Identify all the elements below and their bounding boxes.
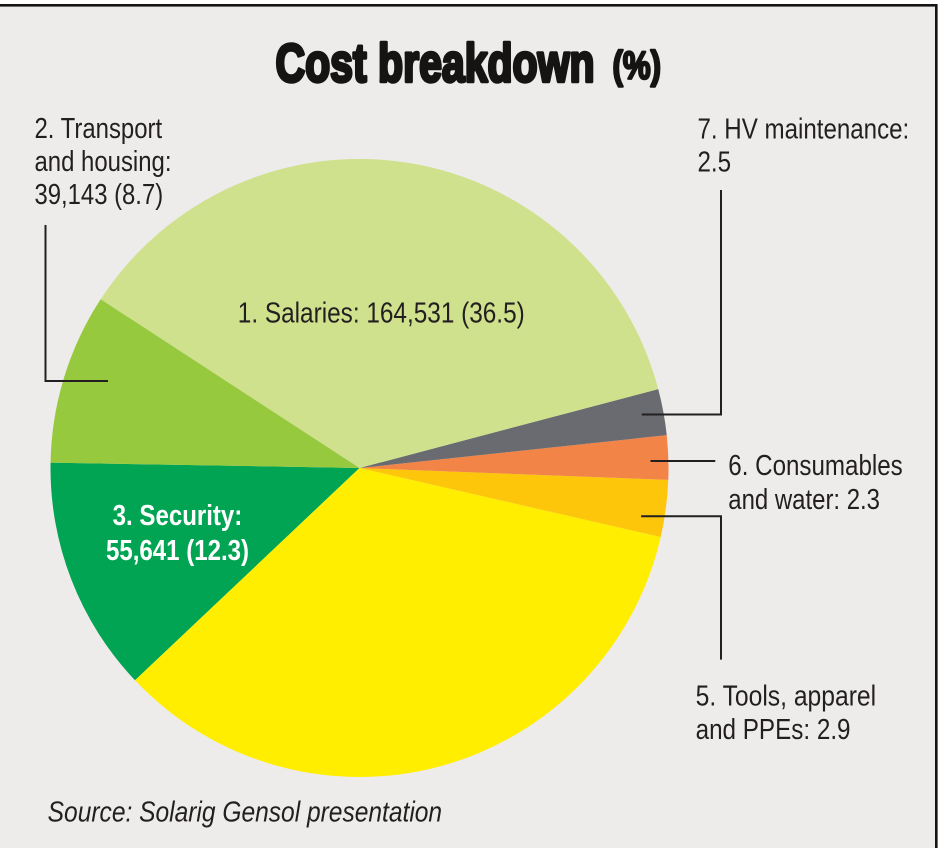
svg-text:5. Tools, apparel: 5. Tools, apparel [696, 680, 877, 712]
svg-text:Cost breakdown: Cost breakdown [276, 34, 595, 94]
svg-text:39,143 (8.7): 39,143 (8.7) [34, 178, 163, 211]
svg-text:(%): (%) [613, 44, 662, 87]
svg-text:Source: Solarig Gensol present: Source: Solarig Gensol presentation [48, 796, 442, 828]
svg-text:55,641 (12.3): 55,641 (12.3) [106, 534, 249, 567]
svg-text:6. Consumables: 6. Consumables [728, 449, 902, 482]
svg-text:7. HV maintenance:: 7. HV maintenance: [698, 113, 910, 146]
svg-text:and PPEs: 2.9: and PPEs: 2.9 [696, 713, 851, 746]
svg-text:and housing:: and housing: [35, 145, 172, 178]
svg-text:and water: 2.3: and water: 2.3 [728, 483, 880, 516]
svg-text:1. Salaries: 164,531 (36.5): 1. Salaries: 164,531 (36.5) [238, 296, 525, 328]
svg-text:3. Security:: 3. Security: [113, 499, 243, 532]
svg-text:2. Transport: 2. Transport [35, 112, 163, 145]
svg-text:2.5: 2.5 [698, 145, 732, 178]
